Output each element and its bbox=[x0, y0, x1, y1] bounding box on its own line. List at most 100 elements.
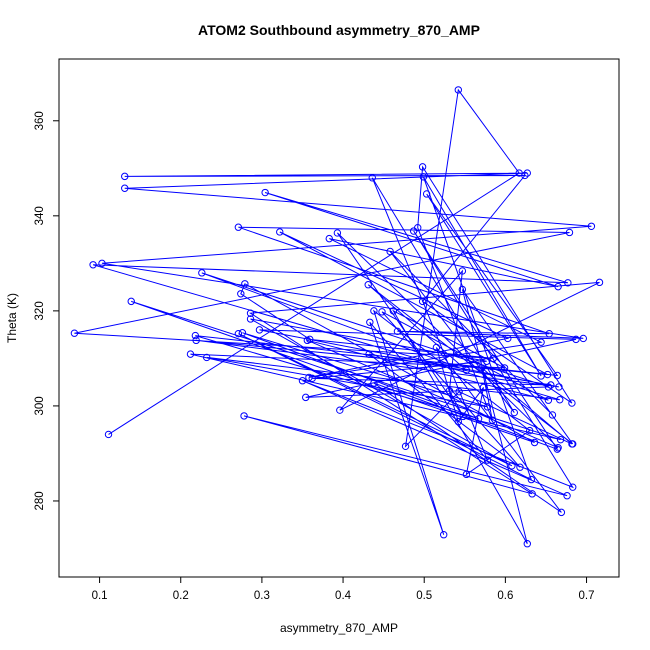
x-tick-label: 0.5 bbox=[416, 590, 432, 602]
data-point bbox=[445, 387, 454, 395]
data-point bbox=[104, 430, 113, 439]
data-point bbox=[462, 470, 471, 479]
data-point bbox=[370, 379, 378, 387]
data-point bbox=[418, 163, 427, 171]
x-tick-label: 0.2 bbox=[173, 590, 189, 602]
data-point bbox=[458, 267, 467, 275]
data-point bbox=[483, 403, 492, 411]
data-point bbox=[523, 540, 531, 548]
data-point bbox=[455, 387, 463, 396]
series-line bbox=[74, 88, 600, 544]
data-point bbox=[530, 438, 539, 447]
data-point bbox=[203, 353, 211, 362]
data-point bbox=[89, 261, 97, 269]
data-point bbox=[458, 285, 467, 294]
y-axis-label: Theta (K) bbox=[5, 293, 19, 343]
data-point bbox=[554, 282, 562, 291]
x-tick-label: 0.4 bbox=[335, 590, 352, 602]
data-point bbox=[246, 309, 255, 317]
data-point bbox=[500, 364, 509, 372]
data-point bbox=[419, 173, 428, 181]
data-point bbox=[557, 508, 566, 517]
data-point bbox=[523, 169, 531, 177]
data-point bbox=[302, 393, 310, 402]
data-point bbox=[234, 329, 243, 338]
data-point bbox=[386, 247, 394, 256]
data-point bbox=[305, 373, 313, 382]
data-point bbox=[234, 223, 243, 231]
data-point bbox=[587, 222, 596, 230]
data-point bbox=[483, 357, 491, 365]
data-point bbox=[595, 278, 604, 287]
data-point bbox=[439, 531, 448, 539]
data-point bbox=[548, 411, 557, 419]
data-point bbox=[563, 492, 571, 500]
data-point bbox=[488, 416, 497, 424]
data-point bbox=[370, 307, 378, 315]
data-point bbox=[276, 228, 284, 236]
data-point bbox=[308, 374, 316, 383]
data-point bbox=[246, 315, 255, 323]
chart-title: ATOM2 Southbound asymmetry_870_AMP bbox=[198, 22, 480, 38]
data-point bbox=[365, 350, 373, 358]
data-point bbox=[528, 490, 536, 498]
data-point bbox=[238, 329, 247, 337]
data-point bbox=[459, 412, 467, 421]
data-point bbox=[409, 227, 418, 235]
data-point bbox=[186, 350, 195, 358]
data-point bbox=[454, 417, 463, 426]
data-point bbox=[569, 440, 577, 448]
data-point bbox=[462, 366, 471, 374]
data-point bbox=[127, 297, 135, 306]
x-tick-label: 0.7 bbox=[579, 590, 595, 602]
data-point bbox=[483, 456, 492, 464]
data-point bbox=[261, 188, 269, 197]
x-axis-label: asymmetry_870_AMP bbox=[280, 621, 398, 635]
y-tick-label: 280 bbox=[34, 491, 46, 510]
data-point bbox=[303, 336, 312, 345]
data-point bbox=[479, 383, 488, 392]
data-point bbox=[572, 335, 580, 344]
x-tick-label: 0.3 bbox=[254, 590, 270, 602]
data-point bbox=[333, 229, 342, 237]
data-point bbox=[553, 371, 562, 380]
data-point bbox=[537, 372, 545, 380]
y-tick-label: 320 bbox=[34, 301, 46, 320]
data-point bbox=[298, 377, 307, 385]
data-point bbox=[70, 329, 79, 337]
data-point bbox=[336, 406, 344, 414]
data-point bbox=[508, 462, 516, 470]
data-point bbox=[198, 269, 206, 277]
data-point bbox=[537, 338, 545, 346]
data-point bbox=[98, 259, 106, 268]
data-point bbox=[510, 408, 519, 417]
data-point bbox=[237, 290, 245, 298]
y-axis: 280 300 320 340 360 bbox=[34, 111, 60, 511]
data-point bbox=[556, 396, 564, 404]
x-tick-label: 0.6 bbox=[497, 590, 513, 602]
data-point bbox=[478, 364, 486, 372]
data-point bbox=[526, 426, 534, 435]
data-point bbox=[240, 412, 248, 420]
data-point bbox=[368, 174, 376, 182]
data-point bbox=[378, 308, 386, 316]
data-point bbox=[504, 334, 512, 343]
series-layer bbox=[70, 86, 604, 548]
y-tick-label: 360 bbox=[34, 111, 46, 130]
data-point bbox=[568, 399, 576, 407]
data-point bbox=[432, 343, 441, 352]
data-point bbox=[191, 331, 200, 340]
data-point bbox=[121, 172, 129, 181]
data-point bbox=[474, 415, 483, 423]
y-tick-label: 340 bbox=[34, 206, 46, 225]
data-point bbox=[556, 435, 565, 444]
data-point bbox=[192, 336, 200, 345]
data-point bbox=[393, 327, 402, 336]
data-point bbox=[555, 383, 563, 391]
data-point bbox=[544, 396, 553, 404]
data-point bbox=[422, 190, 431, 198]
data-point bbox=[325, 234, 333, 243]
data-point bbox=[521, 171, 529, 180]
data-point bbox=[565, 228, 574, 237]
